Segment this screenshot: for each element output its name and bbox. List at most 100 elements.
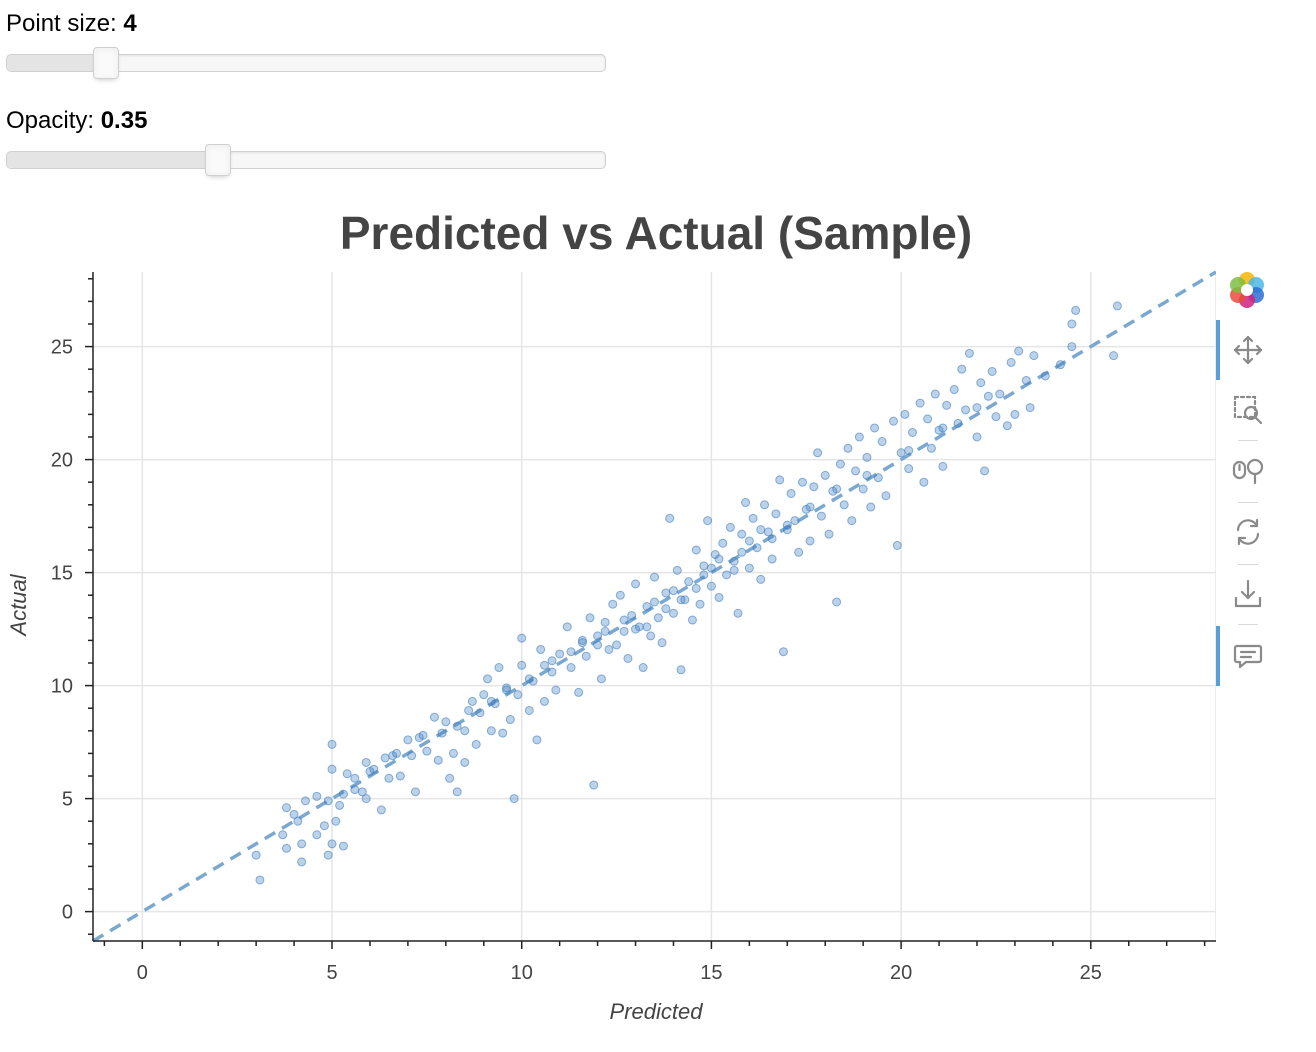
data-point[interactable] (502, 683, 512, 693)
data-point[interactable] (498, 728, 508, 738)
data-point[interactable] (1040, 371, 1050, 381)
data-point[interactable] (843, 443, 853, 453)
data-point[interactable] (873, 473, 883, 483)
hover-tool-icon[interactable] (1230, 638, 1266, 674)
data-point[interactable] (741, 498, 751, 508)
data-point[interactable] (608, 599, 618, 609)
data-point[interactable] (361, 794, 371, 804)
data-point[interactable] (452, 787, 462, 797)
data-point[interactable] (722, 570, 732, 580)
data-point[interactable] (832, 484, 842, 494)
data-point[interactable] (813, 448, 823, 458)
data-point[interactable] (555, 649, 565, 659)
data-point[interactable] (289, 809, 299, 819)
data-point[interactable] (327, 764, 337, 774)
data-point[interactable] (452, 721, 462, 731)
data-point[interactable] (407, 751, 417, 761)
data-point[interactable] (350, 773, 360, 783)
data-point[interactable] (338, 841, 348, 851)
data-point[interactable] (410, 787, 420, 797)
data-point[interactable] (1006, 357, 1016, 367)
data-point[interactable] (418, 730, 428, 740)
data-point[interactable] (581, 651, 591, 661)
data-point[interactable] (494, 663, 504, 673)
data-point[interactable] (312, 830, 322, 840)
data-point[interactable] (737, 547, 747, 557)
data-point[interactable] (300, 796, 310, 806)
data-point[interactable] (961, 405, 971, 415)
data-point[interactable] (839, 500, 849, 510)
data-point[interactable] (429, 712, 439, 722)
data-point[interactable] (672, 565, 682, 575)
data-point[interactable] (824, 529, 834, 539)
data-point[interactable] (786, 488, 796, 498)
data-point[interactable] (949, 385, 959, 395)
data-point[interactable] (547, 667, 557, 677)
data-point[interactable] (536, 644, 546, 654)
data-point[interactable] (350, 785, 360, 795)
data-point[interactable] (847, 516, 857, 526)
data-point[interactable] (327, 839, 337, 849)
data-point[interactable] (661, 588, 671, 598)
data-point[interactable] (904, 446, 914, 456)
data-point[interactable] (361, 757, 371, 767)
data-point[interactable] (646, 631, 656, 641)
data-point[interactable] (505, 715, 515, 725)
data-point[interactable] (930, 389, 940, 399)
data-point[interactable] (600, 626, 610, 636)
data-point[interactable] (794, 547, 804, 557)
data-point[interactable] (281, 843, 291, 853)
data-point[interactable] (297, 857, 307, 867)
point-size-slider-handle[interactable] (92, 47, 119, 79)
data-point[interactable] (668, 608, 678, 618)
data-point[interactable] (900, 409, 910, 419)
data-point[interactable] (281, 803, 291, 813)
data-point[interactable] (778, 647, 788, 657)
data-point[interactable] (866, 502, 876, 512)
data-point[interactable] (957, 364, 967, 374)
data-point[interactable] (251, 850, 261, 860)
data-point[interactable] (384, 773, 394, 783)
data-point[interactable] (1055, 360, 1065, 370)
data-point[interactable] (650, 572, 659, 582)
data-point[interactable] (915, 398, 925, 408)
data-point[interactable] (445, 773, 455, 783)
data-point[interactable] (862, 452, 872, 462)
data-point[interactable] (403, 735, 413, 745)
data-point[interactable] (877, 437, 887, 447)
data-point[interactable] (547, 656, 557, 666)
data-point[interactable] (816, 511, 826, 521)
data-point[interactable] (1021, 375, 1031, 385)
data-point[interactable] (851, 466, 861, 476)
data-point[interactable] (327, 739, 337, 749)
data-point[interactable] (805, 536, 815, 546)
data-point[interactable] (600, 617, 610, 627)
data-point[interactable] (365, 766, 375, 776)
data-point[interactable] (388, 751, 398, 761)
data-point[interactable] (323, 850, 333, 860)
data-point[interactable] (676, 665, 686, 675)
data-point[interactable] (486, 726, 496, 736)
data-point[interactable] (464, 705, 474, 715)
data-point[interactable] (752, 543, 762, 553)
data-point[interactable] (631, 579, 641, 589)
data-point[interactable] (748, 513, 758, 523)
data-point[interactable] (1112, 301, 1122, 311)
data-point[interactable] (395, 771, 405, 781)
data-point[interactable] (737, 529, 747, 539)
data-point[interactable] (593, 631, 603, 641)
data-point[interactable] (642, 622, 652, 632)
data-point[interactable] (615, 590, 625, 600)
data-point[interactable] (566, 663, 576, 673)
data-point[interactable] (782, 525, 792, 535)
data-point[interactable] (714, 554, 724, 564)
data-points[interactable] (251, 301, 1122, 885)
data-point[interactable] (756, 525, 766, 535)
data-point[interactable] (972, 403, 982, 413)
data-point[interactable] (832, 597, 842, 607)
opacity-slider-handle[interactable] (205, 144, 232, 176)
data-point[interactable] (699, 561, 709, 571)
data-point[interactable] (953, 418, 963, 428)
data-point[interactable] (638, 663, 648, 673)
data-point[interactable] (1002, 421, 1012, 431)
